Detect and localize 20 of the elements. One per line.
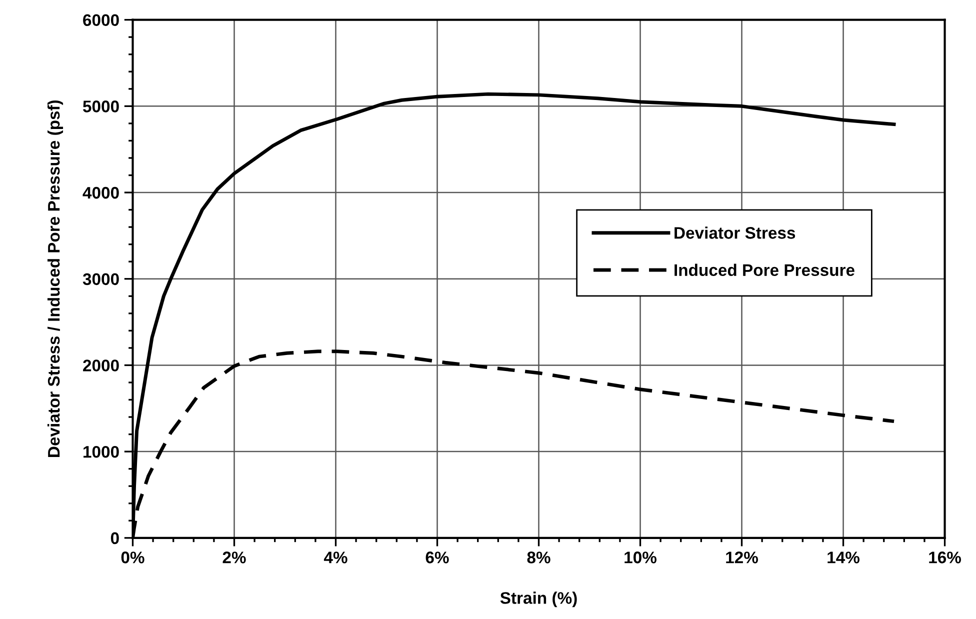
y-tick-label: 5000: [82, 100, 119, 112]
y-tick-label: 4000: [82, 186, 119, 199]
y-tick-label: 2000: [83, 360, 119, 372]
x-tick-label: 10%: [624, 552, 656, 564]
x-tick-label: 12%: [726, 552, 758, 564]
x-tick-label: 8%: [527, 552, 550, 564]
x-axis-title: Strain (%): [500, 592, 577, 608]
x-tick-label: 16%: [929, 552, 962, 564]
legend-label: Deviator Stress: [674, 226, 796, 239]
y-tick-label: 1000: [84, 446, 119, 458]
x-tick-label: 2%: [222, 552, 246, 564]
x-tick-label: 14%: [828, 552, 860, 564]
x-tick-label: 4%: [324, 552, 348, 564]
y-tick-label: 6000: [83, 14, 119, 26]
y-axis-title: Deviator Stress / Induced Pore Pressure (psf): [47, 100, 64, 457]
x-tick-label: 6%: [426, 552, 449, 564]
y-tick-label: 3000: [82, 273, 119, 286]
y-tick-label: 0: [110, 532, 119, 544]
x-tick-label: 0%: [121, 552, 144, 564]
legend-label: Induced Pore Pressure: [674, 264, 854, 276]
